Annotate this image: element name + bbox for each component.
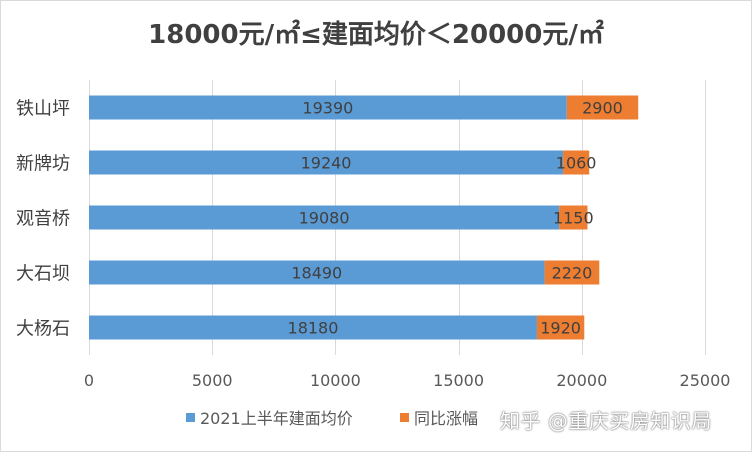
x-tick-label: 10000	[310, 371, 361, 390]
watermark: 知乎 @重庆买房知识局	[500, 409, 712, 433]
data-label: 18180	[288, 319, 339, 338]
category-label: 大石坝	[16, 264, 70, 285]
legend-label: 同比涨幅	[414, 409, 479, 428]
bar-yoy-increase	[544, 260, 600, 285]
data-label: 1150	[553, 209, 594, 228]
data-label: 2900	[582, 99, 623, 118]
chart-title: 18000元/㎡≤建面均价＜20000元/㎡	[148, 20, 604, 50]
bar-avg-price	[89, 205, 560, 230]
bar-yoy-increase	[559, 205, 588, 230]
x-tick-label: 25000	[680, 371, 731, 390]
bar-avg-price	[89, 315, 537, 340]
data-label: 18490	[291, 264, 342, 283]
bar-avg-price	[89, 95, 567, 120]
category-label: 铁山坪	[16, 99, 70, 120]
x-tick-label: 0	[84, 371, 94, 390]
bar-yoy-increase	[563, 150, 590, 175]
data-label: 19390	[302, 99, 353, 118]
category-label: 大杨石	[16, 319, 70, 340]
data-label: 2220	[552, 264, 593, 283]
data-label: 19240	[301, 154, 352, 173]
legend: 2021上半年建面均价 同比涨幅	[0, 405, 752, 435]
category-label: 观音桥	[16, 209, 70, 230]
x-tick-label: 5000	[192, 371, 233, 390]
bar-yoy-increase	[536, 315, 585, 340]
legend-label: 2021上半年建面均价	[200, 409, 353, 428]
legend-item-series-2: 同比涨幅	[400, 405, 478, 429]
legend-item-series-1: 2021上半年建面均价	[186, 405, 353, 429]
bar-avg-price	[89, 150, 564, 175]
data-label: 1920	[540, 319, 581, 338]
data-label: 1060	[556, 154, 597, 173]
data-label: 19080	[299, 209, 350, 228]
bars: 19390 2900 19240 1060 19080 1150 18490 2220 1818…	[89, 95, 639, 340]
category-label: 新牌坊	[16, 154, 70, 175]
bar-avg-price	[89, 260, 545, 285]
bar-yoy-increase	[566, 95, 639, 120]
x-tick-label: 20000	[556, 371, 607, 390]
x-tick-labels: 0 5000 10000 15000 20000 25000	[84, 371, 731, 390]
legend-swatch-orange	[400, 412, 409, 422]
legend-swatch-blue	[186, 412, 195, 422]
x-tick-label: 15000	[433, 371, 484, 390]
